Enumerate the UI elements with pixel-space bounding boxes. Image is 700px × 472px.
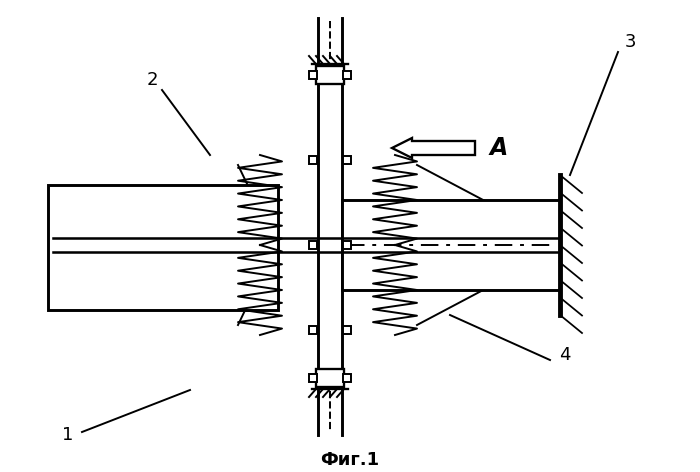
Bar	[309, 374, 317, 382]
Bar	[48, 185, 278, 310]
Bar	[316, 369, 344, 387]
Text: A: A	[490, 136, 508, 160]
Text: 1: 1	[62, 426, 74, 444]
Text: 4: 4	[559, 346, 570, 364]
Bar	[316, 66, 344, 84]
Bar	[309, 156, 317, 164]
Text: Фиг.1: Фиг.1	[321, 451, 379, 469]
Bar	[309, 326, 317, 334]
Bar	[342, 200, 560, 290]
Bar	[343, 71, 351, 79]
FancyArrow shape	[392, 138, 475, 158]
Bar	[309, 71, 317, 79]
Bar	[343, 156, 351, 164]
Bar	[343, 241, 351, 249]
Bar	[343, 374, 351, 382]
Bar	[309, 241, 317, 249]
Bar	[343, 326, 351, 334]
Text: 3: 3	[624, 33, 636, 51]
Text: 2: 2	[146, 71, 158, 89]
